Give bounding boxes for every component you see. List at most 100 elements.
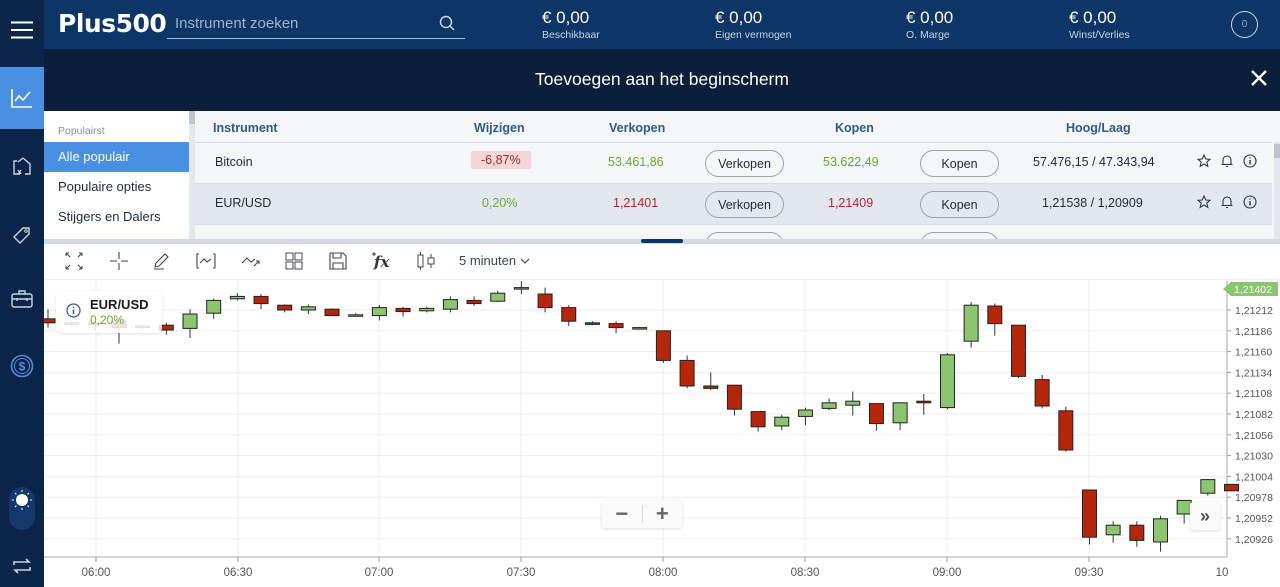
top-bar: Plus500 € 0,00 Beschikbaar € 0,00 Eigen ver… — [44, 0, 1280, 49]
star-icon[interactable] — [1197, 195, 1211, 209]
indicators-button[interactable] — [194, 250, 218, 272]
svg-text:10: 10 — [1216, 567, 1229, 579]
zoom-out-button[interactable]: − — [615, 501, 629, 526]
indicator-bracket-icon — [196, 253, 216, 269]
left-sidebar: $ — [0, 0, 44, 587]
plus500-logo[interactable]: Plus500 — [58, 9, 167, 38]
stat-label: O. Marge — [906, 29, 950, 41]
dollar-circle-icon: $ — [10, 354, 34, 378]
category-alle-populair[interactable]: Alle populair — [44, 142, 190, 172]
stat-label: Eigen vermogen — [715, 29, 792, 41]
search-input[interactable] — [167, 8, 427, 38]
modal-header: Toevoegen aan het beginscherm — [44, 49, 1280, 111]
switch-account-button[interactable] — [0, 544, 44, 587]
zoom-in-button[interactable]: + — [655, 501, 669, 526]
notifications-badge[interactable]: 0 — [1231, 11, 1258, 38]
function-button[interactable]: fx — [370, 250, 394, 272]
svg-text:1,21186: 1,21186 — [1235, 326, 1272, 338]
stat-value: € 0,00 — [715, 8, 763, 27]
fullscreen-button[interactable] — [62, 250, 86, 272]
instrument-search[interactable] — [167, 8, 465, 39]
table-row[interactable]: Bitcoin -6,87% 53.461,86 Verkopen 53.622… — [195, 142, 1272, 183]
account-stat: € 0,00 Beschikbaar — [542, 8, 600, 41]
star-icon[interactable] — [1197, 154, 1211, 168]
table-scrollbar[interactable] — [1274, 142, 1280, 240]
svg-text:07:00: 07:00 — [365, 567, 394, 579]
category-populaire-opties[interactable]: Populaire opties — [58, 179, 152, 194]
stat-value: € 0,00 — [542, 8, 590, 27]
legend-symbol: EUR/USD — [90, 297, 149, 312]
close-icon[interactable] — [1248, 67, 1270, 89]
search-icon[interactable] — [439, 15, 455, 31]
column-wijzigen[interactable]: Wijzigen — [474, 121, 525, 135]
stat-value: € 0,00 — [906, 8, 954, 27]
draw-button[interactable] — [150, 250, 174, 272]
buy-button[interactable]: Kopen — [920, 150, 999, 177]
svg-text:1,21004: 1,21004 — [1235, 471, 1273, 483]
bell-icon[interactable] — [1220, 154, 1234, 168]
timeframe-select[interactable]: 5 minuten — [459, 253, 530, 268]
positions-icon — [13, 157, 31, 175]
layout-button[interactable] — [282, 250, 306, 272]
category-scrollbar[interactable] — [189, 111, 195, 240]
column-kopen[interactable]: Kopen — [835, 121, 874, 135]
svg-text:08:00: 08:00 — [649, 567, 678, 579]
info-icon[interactable] — [1243, 195, 1257, 209]
sun-icon — [12, 490, 32, 510]
svg-text:1,20952: 1,20952 — [1235, 513, 1273, 525]
panel-resize-handle[interactable] — [44, 239, 1280, 244]
fullscreen-icon — [65, 252, 83, 270]
info-icon[interactable] — [66, 303, 81, 318]
column-verkopen[interactable]: Verkopen — [609, 121, 666, 135]
buy-price: 53.622,49 — [823, 155, 879, 169]
svg-text:1,21134: 1,21134 — [1235, 367, 1272, 379]
sidebar-item-positions[interactable] — [0, 135, 44, 197]
column-hoog-laag[interactable]: Hoog/Laag — [1066, 121, 1131, 135]
svg-text:1,20978: 1,20978 — [1235, 492, 1273, 504]
crosshair-button[interactable] — [107, 250, 131, 272]
bell-icon[interactable] — [1220, 195, 1234, 209]
svg-text:$: $ — [19, 360, 26, 374]
category-header: Populairst — [58, 125, 105, 137]
svg-text:1,21402: 1,21402 — [1234, 284, 1272, 296]
stat-label: Beschikbaar — [542, 29, 600, 41]
sidebar-item-orders[interactable] — [0, 203, 44, 265]
tag-icon — [13, 227, 30, 244]
table-row[interactable] — [195, 224, 1272, 240]
svg-text:1,21108: 1,21108 — [1235, 388, 1272, 400]
sidebar-item-portfolio[interactable] — [0, 268, 44, 330]
svg-text:1,20926: 1,20926 — [1235, 534, 1273, 546]
pencil-icon — [154, 253, 169, 270]
save-icon — [329, 252, 347, 270]
scroll-to-latest-button[interactable]: » — [1190, 502, 1220, 530]
column-instrument[interactable]: Instrument — [213, 121, 278, 135]
candle-type-icon — [417, 252, 435, 270]
chevron-down-icon — [520, 258, 530, 264]
chart-type-button[interactable] — [414, 250, 438, 272]
sell-price: 53.461,86 — [608, 155, 664, 169]
chart-toolbar: fx 5 minuten — [44, 244, 1280, 280]
price-chart[interactable]: 1,21212 1,21186 1,21160 1,21134 1,21108 1,210… — [44, 281, 1280, 587]
theme-toggle[interactable] — [9, 487, 35, 530]
trend-button[interactable] — [239, 250, 263, 272]
save-button[interactable] — [326, 250, 350, 272]
crosshair-icon — [110, 252, 128, 270]
category-stijgers-en-dalers[interactable]: Stijgers en Dalers — [58, 209, 161, 224]
buy-button[interactable]: Kopen — [920, 191, 999, 218]
svg-text:1,21056: 1,21056 — [1235, 430, 1273, 442]
sell-button[interactable]: Verkopen — [705, 150, 784, 177]
hamburger-menu-button[interactable] — [0, 0, 44, 60]
layout-grid-icon — [285, 252, 303, 270]
change-value: 0,20% — [482, 196, 518, 210]
svg-text:06:30: 06:30 — [224, 567, 253, 579]
info-icon[interactable] — [1243, 154, 1257, 168]
sell-button[interactable]: Verkopen — [705, 191, 784, 218]
table-row[interactable]: EUR/USD 0,20% 1,21401 Verkopen 1,21409 K… — [195, 183, 1272, 224]
sell-price: 1,21401 — [613, 196, 659, 210]
svg-text:09:00: 09:00 — [933, 567, 962, 579]
sidebar-item-funds[interactable]: $ — [0, 335, 44, 397]
hamburger-icon — [11, 21, 33, 39]
sidebar-item-trade[interactable] — [0, 67, 44, 129]
modal-title: Toevoegen aan het beginscherm — [535, 69, 789, 89]
instrument-name: EUR/USD — [215, 196, 272, 210]
